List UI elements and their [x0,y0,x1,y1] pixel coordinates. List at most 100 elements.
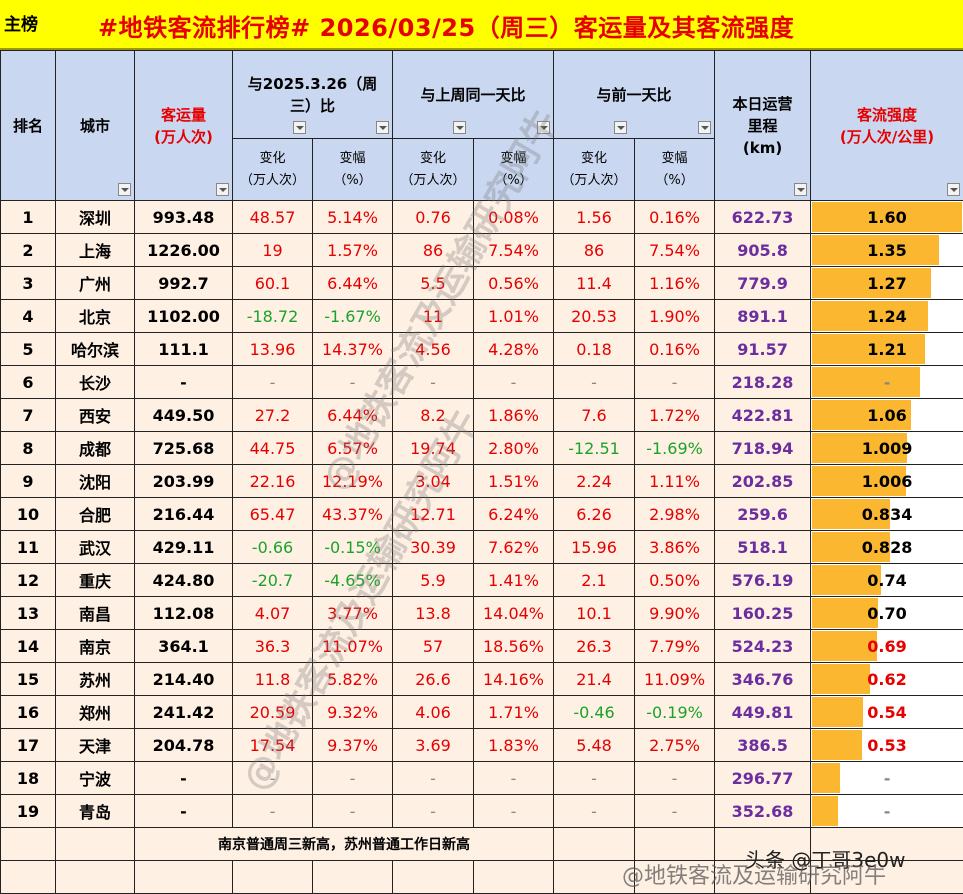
intensity-cell: 1.06 [810,398,963,432]
dod-pct-cell: 2.75% [634,728,716,762]
dod-change-cell: - [553,794,636,828]
table-body: 1 深圳 993.48 48.57 5.14% 0.76 0.08% 1.56 0.16% 622… [0,200,963,828]
title-bar: 主榜 #地铁客流排行榜# 2026/03/25（周三）客运量及其客流强度 [0,0,963,50]
wow-change-cell: 5.5 [392,266,474,300]
wow-change-cell: 4.56 [392,332,474,366]
yoy-change-cell: 44.75 [232,431,313,465]
wow-change-cell: - [392,365,474,399]
yoy-change-cell: - [232,761,313,795]
wow-change-cell: 86 [392,233,474,267]
intensity-bar [812,565,882,595]
mileage-cell: 622.73 [714,200,812,234]
dod-change-cell: 6.26 [553,497,636,531]
dod-change-cell: -0.46 [553,695,636,729]
volume-cell: 449.50 [134,398,233,432]
dod-pct-cell: 0.16% [634,332,716,366]
dod-pct-cell: 1.72% [634,398,716,432]
volume-cell: 424.80 [134,563,233,597]
filter-dropdown-icon[interactable] [794,183,808,196]
intensity-bar [812,532,890,562]
mileage-cell: 296.77 [714,761,812,795]
intensity-cell: 1.006 [810,464,963,498]
intensity-value: 1.21 [867,339,907,359]
filter-dropdown-icon[interactable] [537,121,551,134]
yoy-pct-cell: 9.37% [312,728,393,762]
filter-dropdown-icon[interactable] [376,121,389,134]
header-yoy: 与2025.3.26（周 三）比 [232,50,393,139]
dod-pct-cell: - [634,794,716,828]
yoy-pct-cell: 11.07% [312,629,393,663]
yoy-pct-cell: 5.14% [312,200,393,234]
intensity-cell: 1.35 [810,233,963,267]
header-city-label: 城市 [79,117,110,135]
intensity-bar [812,202,963,232]
yoy-pct-cell: - [312,365,393,399]
intensity-value: 1.27 [867,273,907,293]
filter-dropdown-icon[interactable] [453,121,466,134]
board-label: 主榜 [4,15,38,35]
subheader-dod-change: 变化 （万人次） [553,138,636,201]
filter-dropdown-icon[interactable] [216,183,229,196]
yoy-change-cell: -18.72 [232,299,313,333]
yoy-pct-cell: 1.57% [312,233,393,267]
rank-cell: 7 [0,398,56,432]
yoy-pct-cell: 6.57% [312,431,393,465]
yoy-change-cell: 48.57 [232,200,313,234]
footer-empty-cell [553,827,636,861]
filter-dropdown-icon[interactable] [614,121,628,134]
wow-change-cell: 8.2 [392,398,474,432]
dod-change-cell: 15.96 [553,530,636,564]
city-cell: 武汉 [55,530,135,564]
intensity-bar [812,499,891,529]
intensity-bar [812,763,841,793]
header-mileage: 本日运营 里程 (km) [714,50,812,201]
rank-cell: 4 [0,299,56,333]
filter-dropdown-icon[interactable] [947,183,961,196]
header-wow-label: 与上周同一天比 [420,86,526,104]
table-row: 12 重庆 424.80 -20.7 -4.65% 5.9 1.41% 2.1 0.50% 576… [0,563,963,597]
footer-empty-cell [553,860,636,894]
mileage-cell: 346.76 [714,662,812,696]
filter-dropdown-icon[interactable] [698,121,712,134]
volume-cell: 1226.00 [134,233,233,267]
wow-pct-cell: 0.56% [472,266,555,300]
volume-cell: - [134,794,233,828]
dod-pct-cell: 1.90% [634,299,716,333]
city-cell: 沈阳 [55,464,135,498]
wow-change-cell: 13.8 [392,596,474,630]
volume-cell: 993.48 [134,200,233,234]
table-row: 16 郑州 241.42 20.59 9.32% 4.06 1.71% -0.46 -0.19%… [0,695,963,729]
wow-pct-cell: 1.83% [472,728,555,762]
mileage-cell: 202.85 [714,464,812,498]
intensity-cell: - [810,794,963,828]
wow-pct-cell: 14.16% [472,662,555,696]
intensity-value: 0.54 [867,702,907,722]
dod-change-cell: - [553,761,636,795]
yoy-pct-cell: - [312,761,393,795]
dod-pct-cell: 11.09% [634,662,716,696]
intensity-bar [812,301,929,331]
table-row: 2 上海 1226.00 19 1.57% 86 7.54% 86 7.54% 905.8 1.35 [0,233,963,267]
dod-change-cell: 2.1 [553,563,636,597]
dod-pct-cell: 1.16% [634,266,716,300]
header-km-line2: 里程 [747,116,778,135]
mileage-cell: 576.19 [714,563,812,597]
wow-change-cell: - [392,761,474,795]
subheader-dod-pct: 变幅 （%） [634,138,716,201]
header-rank: 排名 [0,50,56,201]
filter-dropdown-icon[interactable] [293,121,306,134]
dod-change-cell: 11.4 [553,266,636,300]
table-row: 11 武汉 429.11 -0.66 -0.15% 30.39 7.62% 15.96 3.86… [0,530,963,564]
yoy-change-cell: 4.07 [232,596,313,630]
subheader-wow-pct: 变幅 （%） [472,138,555,201]
mileage-cell: 891.1 [714,299,812,333]
mileage-cell: 422.81 [714,398,812,432]
yoy-pct-cell: 43.37% [312,497,393,531]
dod-pct-cell: 0.16% [634,200,716,234]
volume-cell: 204.78 [134,728,233,762]
volume-cell: - [134,761,233,795]
city-cell: 重庆 [55,563,135,597]
author-watermark: 头条 @丁哥3e0w [745,848,906,872]
wow-pct-cell: 7.62% [472,530,555,564]
filter-dropdown-icon[interactable] [118,183,131,196]
